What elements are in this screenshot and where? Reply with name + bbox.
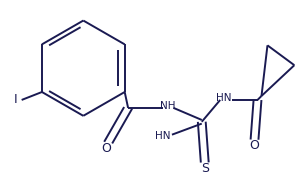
Text: I: I bbox=[14, 93, 18, 106]
Text: HN: HN bbox=[216, 93, 232, 103]
Text: O: O bbox=[250, 139, 259, 152]
Text: HN: HN bbox=[155, 131, 171, 141]
Text: O: O bbox=[101, 142, 111, 155]
Text: S: S bbox=[201, 162, 209, 175]
Text: NH: NH bbox=[160, 101, 175, 111]
